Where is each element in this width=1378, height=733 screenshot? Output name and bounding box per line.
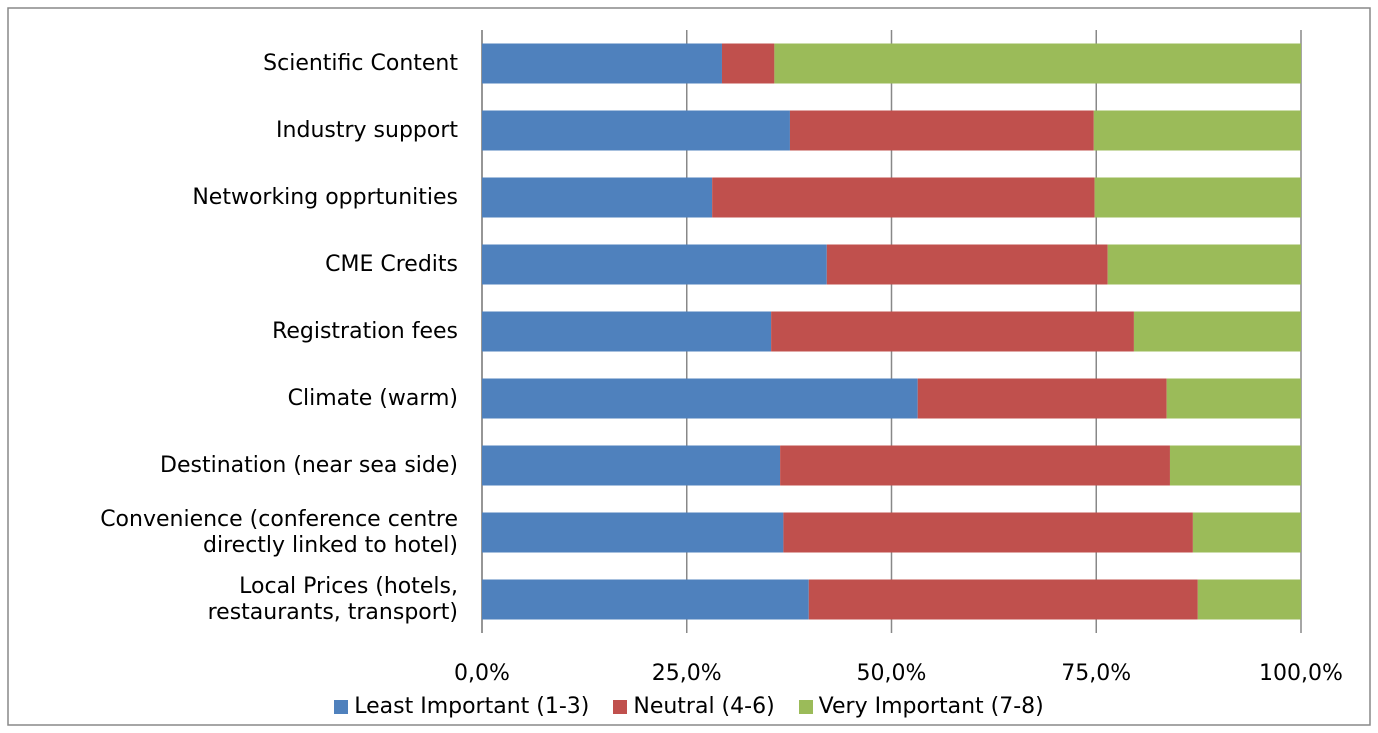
- bar-segment: [1169, 445, 1301, 486]
- bar-segment: [482, 579, 809, 620]
- bar-segment: [482, 378, 918, 419]
- bar-segment: [1093, 110, 1301, 151]
- bar-segment: [1133, 311, 1301, 352]
- category-label: Scientific Content: [263, 50, 458, 76]
- frame: [7, 7, 1371, 726]
- bar-segment: [771, 311, 1134, 352]
- legend-swatch: [334, 699, 349, 714]
- bar-segment: [1192, 512, 1301, 553]
- legend: Least Important (1-3) Neutral (4-6) Very I…: [0, 694, 1378, 719]
- bar-segment: [780, 445, 1170, 486]
- bar-segment: [482, 43, 722, 84]
- bar-segment: [712, 177, 1095, 218]
- bar-segment: [721, 43, 775, 84]
- legend-item: Neutral (4-6): [613, 694, 775, 719]
- category-label: Destination (near sea side): [160, 452, 458, 478]
- legend-swatch: [798, 699, 813, 714]
- category-label: Registration fees: [272, 318, 458, 344]
- bar-segment: [482, 110, 790, 151]
- legend-swatch: [613, 699, 628, 714]
- bar-segment: [482, 512, 784, 553]
- bar-segment: [482, 445, 781, 486]
- legend-label: Least Important (1-3): [354, 694, 590, 719]
- bar-segment: [1094, 177, 1301, 218]
- bar-segment: [826, 244, 1108, 285]
- bar-segment: [1107, 244, 1301, 285]
- category-label: CME Credits: [325, 251, 458, 277]
- category-label: Convenience (conference centre directly …: [100, 506, 458, 558]
- legend-item: Least Important (1-3): [334, 694, 589, 719]
- bar-segment: [482, 244, 827, 285]
- category-label: Industry support: [276, 117, 458, 143]
- category-label: Climate (warm): [287, 385, 458, 411]
- x-tick-label: 25,0%: [652, 661, 722, 686]
- bar-segment: [482, 311, 772, 352]
- legend-item: Very Important (7-8): [798, 694, 1044, 719]
- bar-segment: [917, 378, 1167, 419]
- bar-segment: [774, 43, 1301, 84]
- x-tick-label: 100,0%: [1259, 661, 1343, 686]
- bar-segment: [783, 512, 1193, 553]
- x-tick-label: 0,0%: [454, 661, 510, 686]
- bar-segment: [1197, 579, 1301, 620]
- category-label: Networking opprtunities: [192, 184, 458, 210]
- x-tick-label: 75,0%: [1061, 661, 1131, 686]
- bar-segment: [1166, 378, 1301, 419]
- bar-segment: [789, 110, 1094, 151]
- x-tick-label: 50,0%: [857, 661, 927, 686]
- bar-segment: [808, 579, 1198, 620]
- legend-label: Neutral (4-6): [633, 694, 775, 719]
- category-label: Local Prices (hotels, restaurants, trans…: [207, 573, 458, 625]
- bar-segment: [482, 177, 713, 218]
- legend-label: Very Important (7-8): [818, 694, 1044, 719]
